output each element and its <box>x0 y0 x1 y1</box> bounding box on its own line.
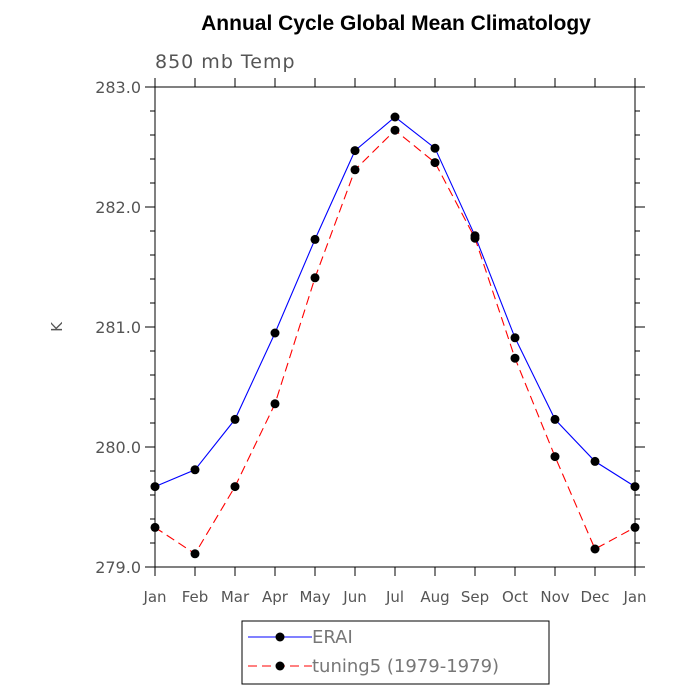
data-point-tuning5 <box>590 544 600 554</box>
data-point-tuning5 <box>270 399 280 409</box>
y-tick-label: 283.0 <box>95 78 141 97</box>
y-tick-label: 282.0 <box>95 198 141 217</box>
chart-title: Annual Cycle Global Mean Climatology <box>201 12 591 35</box>
data-point-erai <box>390 112 400 122</box>
x-tick-label: Aug <box>420 588 449 606</box>
data-point-erai <box>350 146 360 156</box>
chart-subtitle: 850 mb Temp <box>155 51 296 73</box>
data-point-tuning5 <box>190 549 200 559</box>
x-tick-label: Sep <box>461 588 489 606</box>
series-line-erai <box>154 116 636 488</box>
x-tick-label: Jan <box>622 588 646 606</box>
data-point-erai <box>150 482 160 492</box>
legend-box <box>241 620 550 685</box>
y-tick-label: 280.0 <box>95 438 141 457</box>
data-point-erai <box>270 328 280 338</box>
data-point-erai <box>590 456 600 466</box>
x-tick-label: Apr <box>262 588 289 606</box>
data-point-erai <box>630 482 640 492</box>
x-tick-label: Mar <box>221 588 250 606</box>
x-axis: Jan Feb Mar Apr May Jun Jul Aug Sep Oct Nov Dec Jan <box>142 78 647 606</box>
data-point-tuning5 <box>230 482 240 492</box>
x-tick-label: Jan <box>142 588 166 606</box>
legend-label-tuning5: tuning5 (1979-1979) <box>312 656 499 677</box>
x-tick-label: Dec <box>580 588 609 606</box>
data-point-tuning5 <box>310 273 320 283</box>
x-tick-label: May <box>299 588 330 606</box>
legend: ERAI tuning5 (1979-1979) <box>241 620 550 685</box>
data-point-tuning5 <box>390 125 400 135</box>
plot-frame <box>154 86 636 568</box>
x-tick-label: Oct <box>502 588 528 606</box>
x-tick-label: Jun <box>342 588 366 606</box>
x-tick-label: Jul <box>385 588 404 606</box>
data-point-erai <box>510 333 520 343</box>
y-tick-label: 279.0 <box>95 558 141 577</box>
x-tick-label: Feb <box>182 588 209 606</box>
legend-marker-tuning5 <box>275 661 285 671</box>
y-axis: 279.0 280.0 281.0 282.0 283.0 <box>95 78 645 577</box>
data-point-tuning5 <box>150 522 160 532</box>
data-point-tuning5 <box>470 233 480 243</box>
y-tick-label: 281.0 <box>95 318 141 337</box>
data-point-tuning5 <box>430 158 440 168</box>
data-point-tuning5 <box>510 353 520 363</box>
data-point-erai <box>230 414 240 424</box>
legend-label-erai: ERAI <box>312 627 353 648</box>
data-point-tuning5 <box>630 522 640 532</box>
data-point-erai <box>550 414 560 424</box>
data-point-erai <box>310 234 320 244</box>
data-point-erai <box>430 143 440 153</box>
data-point-tuning5 <box>350 165 360 175</box>
y-axis-label: K <box>48 321 66 332</box>
x-tick-label: Nov <box>540 588 569 606</box>
legend-marker-erai <box>275 632 285 642</box>
series-line-tuning5 <box>154 129 636 555</box>
series-layer <box>150 112 640 559</box>
data-point-erai <box>190 465 200 475</box>
data-point-tuning5 <box>550 452 560 462</box>
